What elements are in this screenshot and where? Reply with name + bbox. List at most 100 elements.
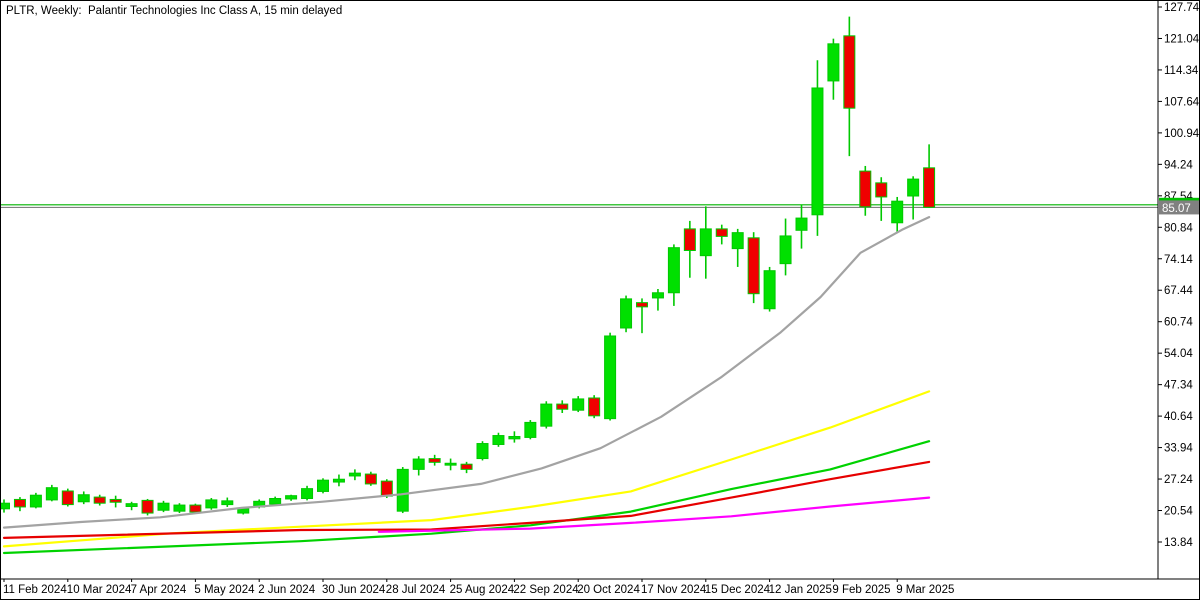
- bear-candle: [428, 458, 441, 463]
- bull-candle: [45, 487, 58, 501]
- bull-candle: [29, 494, 42, 508]
- bear-candle: [747, 237, 760, 295]
- bull-candle: [620, 298, 633, 329]
- price-tick-label: 54.04: [1164, 348, 1193, 360]
- time-tick-label: 7 Apr 2024: [131, 584, 187, 596]
- bear-candle: [843, 35, 856, 109]
- price-tick-label: 20.54: [1164, 506, 1193, 518]
- time-tick-label: 10 Mar 2024: [67, 584, 132, 596]
- bear-candle: [109, 498, 122, 503]
- bull-candle: [476, 443, 489, 460]
- bull-candle: [332, 478, 345, 483]
- bull-candle: [317, 479, 329, 492]
- price-tick-label: 33.94: [1164, 443, 1193, 455]
- time-tick-label: 22 Sep 2024: [513, 584, 579, 596]
- bear-candle: [364, 473, 377, 485]
- bull-candle: [651, 292, 664, 299]
- bull-candle: [444, 462, 457, 466]
- price-tick-label: 47.34: [1164, 380, 1193, 392]
- bull-candle: [540, 403, 553, 427]
- time-tick-label: 5 May 2024: [194, 584, 255, 596]
- time-tick-label: 28 Jul 2024: [386, 584, 446, 596]
- ma-gray: [2, 216, 931, 529]
- bull-candle: [221, 500, 234, 506]
- bull-candle: [827, 43, 840, 82]
- time-tick-label: 15 Dec 2024: [705, 584, 771, 596]
- bull-candle: [1, 502, 10, 510]
- price-tick-label: 94.24: [1164, 159, 1193, 171]
- price-tick-label: 107.64: [1164, 96, 1199, 108]
- bull-candle: [524, 421, 537, 438]
- time-axis-labels[interactable]: 11 Feb 2024 10 Mar 2024 7 Apr 2024 5 May 20…: [3, 579, 954, 596]
- candles-layer: [1, 16, 936, 516]
- bear-candle: [859, 170, 872, 208]
- time-tick-label: 25 Aug 2024: [450, 584, 515, 596]
- bull-candle: [763, 270, 776, 310]
- bear-candle: [556, 403, 569, 410]
- bull-candle: [301, 488, 314, 499]
- price-tick-label: 60.74: [1164, 317, 1193, 329]
- price-tick-label: 40.64: [1164, 411, 1193, 423]
- bear-candle: [189, 504, 202, 513]
- last-price-line-label-bg: [1159, 200, 1199, 215]
- bull-candle: [667, 247, 680, 294]
- bull-candle: [269, 497, 282, 505]
- axes-layer[interactable]: [1, 1, 1199, 580]
- chart-title: PLTR, Weekly: Palantir Technologies Inc …: [6, 5, 343, 17]
- price-tick-label: 13.84: [1164, 537, 1193, 549]
- bull-candle: [157, 502, 170, 511]
- price-axis-labels[interactable]: 127.74121.04114.34107.64100.9494.2487.54…: [1158, 2, 1199, 549]
- price-line-labels: 85.6385.07: [1159, 197, 1199, 215]
- bear-candle: [13, 498, 26, 508]
- bull-candle: [731, 232, 744, 250]
- bull-candle: [77, 494, 90, 503]
- bull-candle: [508, 435, 521, 440]
- bear-candle: [636, 302, 648, 308]
- bull-candle: [699, 228, 712, 257]
- moving-averages-layer: [2, 216, 931, 555]
- bull-candle: [396, 468, 409, 512]
- bull-candle: [285, 495, 298, 500]
- ma-red: [2, 460, 931, 540]
- bull-candle: [237, 508, 250, 514]
- bear-candle: [141, 499, 154, 514]
- bear-candle: [93, 496, 106, 504]
- time-tick-label: 12 Jan 2025: [769, 584, 832, 596]
- bull-candle: [572, 398, 585, 411]
- bull-candle: [205, 499, 218, 509]
- last-price-line-label: 85.07: [1162, 203, 1191, 215]
- bear-candle: [588, 397, 601, 417]
- price-tick-label: 100.94: [1164, 128, 1199, 140]
- time-tick-label: 9 Feb 2025: [832, 584, 890, 596]
- bull-candle: [348, 472, 361, 477]
- price-tick-label: 127.74: [1164, 2, 1199, 14]
- bear-candle: [923, 167, 936, 208]
- bull-candle: [811, 87, 824, 216]
- bull-candle: [412, 458, 425, 470]
- time-tick-label: 11 Feb 2024: [3, 584, 67, 596]
- bull-candle: [795, 217, 808, 231]
- bear-candle: [715, 228, 728, 237]
- time-tick-label: 20 Oct 2024: [577, 584, 640, 596]
- bear-candle: [380, 480, 393, 497]
- bear-candle: [61, 490, 74, 506]
- time-tick-label: 9 Mar 2025: [896, 584, 954, 596]
- bull-candle: [604, 335, 617, 420]
- bear-candle: [460, 463, 473, 470]
- price-tick-label: 114.34: [1164, 65, 1199, 77]
- bull-candle: [492, 435, 505, 445]
- price-lines-layer: [1, 204, 1158, 209]
- bull-candle: [779, 235, 792, 265]
- price-tick-label: 67.44: [1164, 285, 1193, 297]
- price-tick-label: 74.14: [1164, 254, 1193, 266]
- bear-candle: [875, 182, 888, 198]
- bear-candle: [683, 228, 696, 251]
- ma-magenta: [377, 496, 931, 533]
- ma-yellow: [2, 390, 931, 548]
- price-tick-label: 27.24: [1164, 474, 1193, 486]
- time-tick-label: 30 Jun 2024: [322, 584, 386, 596]
- time-tick-label: 2 Jun 2024: [258, 584, 316, 596]
- bull-candle: [173, 504, 186, 512]
